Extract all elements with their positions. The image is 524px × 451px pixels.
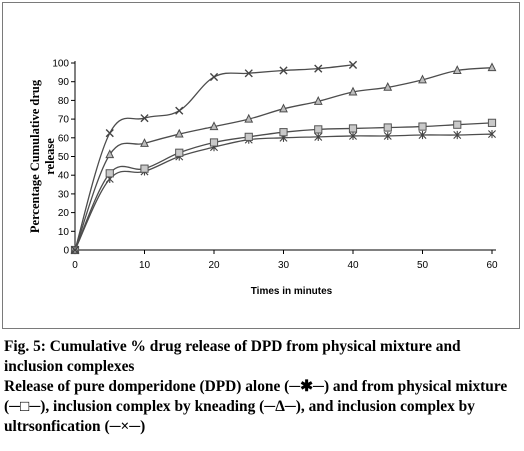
series-1-point bbox=[140, 164, 149, 173]
series-3-point bbox=[209, 72, 219, 82]
series-3-point bbox=[140, 114, 149, 123]
series-3-point bbox=[244, 69, 253, 78]
series-0-point bbox=[488, 129, 496, 139]
series-3-point bbox=[105, 129, 114, 138]
series-1-point bbox=[348, 124, 358, 133]
series-2-point bbox=[209, 121, 219, 131]
figure-caption-body: Release of pure domperidone (DPD) alone … bbox=[4, 378, 508, 435]
series-1-point bbox=[105, 169, 114, 178]
y-tick-label: 20 bbox=[58, 208, 70, 219]
ticks: 0 10 20 30 40 50 60 70 80 90 100 0 10 20 30 40 50 60 bbox=[52, 59, 498, 272]
x-tick-label: 60 bbox=[486, 260, 498, 271]
series-0-point bbox=[383, 131, 392, 141]
series-lines bbox=[74, 64, 493, 251]
axes bbox=[74, 61, 496, 251]
y-tick-label: 50 bbox=[58, 152, 70, 163]
series-1-point bbox=[383, 123, 392, 132]
figure-frame: Percentage Cumulative drug release 0 10 20 3… bbox=[2, 2, 520, 329]
series-1-point bbox=[209, 138, 219, 147]
series-0-point bbox=[314, 132, 323, 141]
series-2-point bbox=[452, 65, 462, 74]
series-1-point bbox=[487, 118, 497, 127]
series-2-point bbox=[313, 96, 323, 105]
y-tick-label: 30 bbox=[58, 189, 70, 200]
series-2-point bbox=[348, 86, 358, 96]
series-1-point bbox=[314, 125, 323, 134]
series-markers bbox=[70, 60, 497, 255]
series-3-point bbox=[348, 60, 358, 69]
x-tick-label: 50 bbox=[417, 260, 429, 271]
series-3-line bbox=[74, 64, 354, 251]
series-2-line bbox=[74, 67, 493, 251]
series-3-point bbox=[175, 106, 184, 115]
series-2-point bbox=[105, 149, 115, 159]
series-2-point bbox=[279, 103, 288, 113]
x-tick-label: 30 bbox=[278, 260, 290, 271]
y-axis-title: Percentage Cumulative drug release bbox=[28, 79, 57, 233]
x-tick-label: 20 bbox=[208, 260, 220, 271]
figure-caption-title: Fig. 5: Cumulative % drug release of DPD… bbox=[4, 338, 461, 375]
series-2-point bbox=[174, 128, 184, 138]
series-2-point bbox=[140, 138, 149, 147]
y-tick-label: 80 bbox=[58, 96, 70, 107]
series-1-point bbox=[244, 132, 253, 141]
series-3-point bbox=[70, 245, 80, 255]
series-2-point bbox=[487, 62, 497, 72]
series-0-point bbox=[453, 130, 462, 140]
x-axis-title: Times in minutes bbox=[251, 286, 333, 297]
series-1-point bbox=[279, 128, 288, 137]
y-tick-label: 90 bbox=[58, 77, 70, 88]
series-1-line bbox=[74, 122, 493, 251]
y-tick-label: 60 bbox=[58, 133, 70, 144]
y-axis-title-line: Percentage Cumulative drug bbox=[28, 79, 42, 233]
chart: Percentage Cumulative drug release 0 10 20 3… bbox=[28, 59, 498, 298]
series-0-point bbox=[349, 131, 357, 141]
y-tick-label: 0 bbox=[63, 246, 69, 257]
x-tick-label: 40 bbox=[347, 260, 359, 271]
y-tick-label: 10 bbox=[58, 227, 70, 238]
series-3-point bbox=[279, 66, 288, 75]
y-tick-label: 40 bbox=[58, 171, 70, 182]
series-0-point bbox=[418, 130, 427, 140]
y-tick-label: 100 bbox=[52, 59, 69, 70]
x-tick-label: 10 bbox=[139, 260, 151, 271]
series-2-point bbox=[418, 74, 427, 84]
series-1-point bbox=[453, 120, 462, 129]
x-tick-label: 0 bbox=[72, 260, 78, 271]
series-1-point bbox=[418, 122, 427, 131]
series-1-point bbox=[175, 148, 184, 157]
y-tick-label: 70 bbox=[58, 115, 70, 126]
series-0-line bbox=[74, 133, 493, 251]
series-2-point bbox=[383, 81, 393, 91]
series-2-point bbox=[244, 113, 254, 123]
y-axis-title-line: release bbox=[43, 138, 57, 175]
series-3-point bbox=[314, 64, 323, 73]
